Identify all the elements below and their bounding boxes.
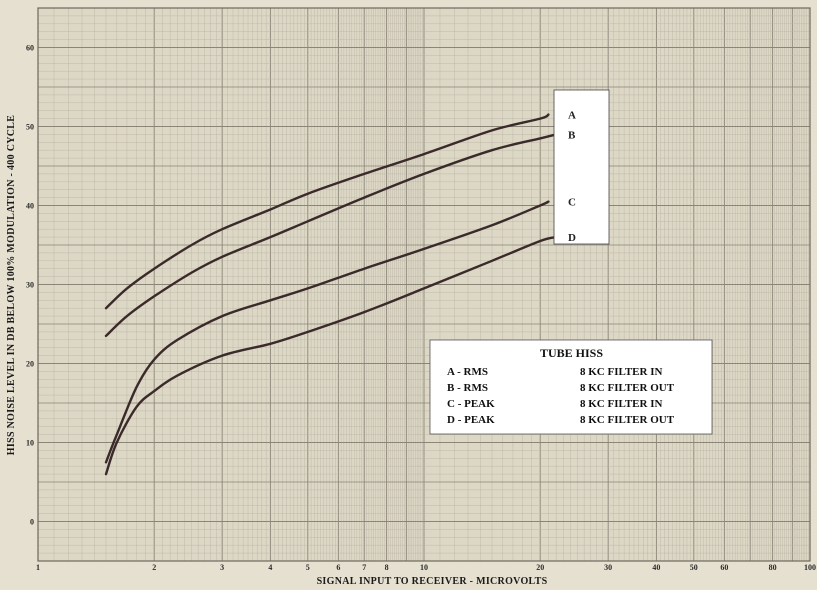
curve-letter-c: C [568, 197, 576, 209]
x-tick-label: 7 [362, 563, 366, 572]
x-tick-label: 100 [804, 563, 816, 572]
x-tick-label: 80 [769, 563, 777, 572]
x-tick-label: 4 [268, 563, 272, 572]
y-tick-label: 0 [30, 518, 34, 527]
y-tick-label: 40 [26, 202, 34, 211]
plot-frame [37, 7, 811, 562]
curve-a [104, 113, 550, 310]
legend-desc-b: 8 KC FILTER OUT [580, 382, 675, 394]
grid [37, 7, 810, 562]
x-tick-label: 20 [536, 563, 544, 572]
legend-key-b: B - RMS [447, 382, 488, 394]
y-tick-label: 30 [26, 281, 34, 290]
curve-letter-box [553, 89, 610, 245]
curve-letter-b: B [568, 129, 576, 141]
curve-c [104, 200, 550, 464]
y-axis-title: HISS NOISE LEVEL IN DB BELOW 100% MODULA… [6, 115, 17, 455]
legend-box [429, 339, 713, 435]
curve-letter-d: D [568, 232, 576, 244]
x-tick-label: 5 [306, 563, 310, 572]
x-tick-label: 3 [220, 563, 224, 572]
legend: TUBE HISS A - RMS 8 KC FILTER IN B - RMS… [429, 339, 713, 435]
curve-letters: AB C D [568, 110, 576, 244]
legend-desc-c: 8 KC FILTER IN [580, 398, 662, 410]
legend-desc-a: 8 KC FILTER IN [580, 366, 662, 378]
x-tick-label: 60 [720, 563, 728, 572]
x-axis-title: SIGNAL INPUT TO RECEIVER - MICROVOLTS [317, 576, 548, 587]
x-tick-label: 30 [604, 563, 612, 572]
curve-b [104, 133, 558, 338]
tick-labels: 1 2 3 4 5 6 7 8 10 20 30 40 50 60 80 100 0 10 20 30 40 50 60 [26, 44, 816, 573]
legend-key-a: A - RMS [447, 366, 488, 378]
x-tick-label: 2 [152, 563, 156, 572]
x-tick-label: 1 [36, 563, 40, 572]
x-tick-label: 6 [336, 563, 340, 572]
y-tick-label: 20 [26, 360, 34, 369]
legend-title: TUBE HISS [540, 346, 603, 360]
curve-letter-a: A [568, 110, 576, 122]
y-tick-label: 60 [26, 44, 34, 53]
y-tick-label: 10 [26, 439, 34, 448]
x-tick-label: 40 [652, 563, 660, 572]
legend-key-c: C - PEAK [447, 398, 495, 410]
x-tick-label: 8 [385, 563, 389, 572]
legend-key-d: D - PEAK [447, 414, 495, 426]
legend-desc-d: 8 KC FILTER OUT [580, 414, 675, 426]
curves [104, 113, 558, 476]
x-tick-label: 50 [690, 563, 698, 572]
x-tick-label: 10 [420, 563, 428, 572]
y-tick-label: 50 [26, 123, 34, 132]
curve-d [104, 235, 558, 476]
